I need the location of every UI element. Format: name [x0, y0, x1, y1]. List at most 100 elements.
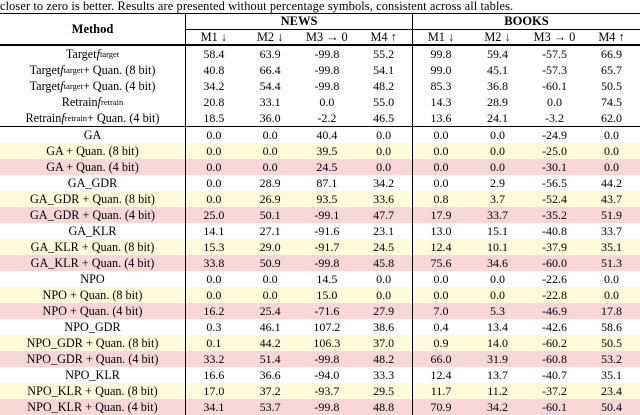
news-metric-value: 27.1 — [259, 224, 281, 238]
news-metric-value: 33.3 — [373, 368, 395, 382]
books-metric-value: 0.0 — [604, 128, 619, 142]
books-metric-value: -22.8 — [542, 288, 567, 302]
news-metric-value: 50.1 — [259, 208, 281, 222]
books-metric-value: 45.1 — [487, 63, 508, 77]
books-metric-value: 0.0 — [604, 288, 619, 302]
news-metric-value: 58.4 — [185, 46, 242, 62]
news-metric-value: 54.1 — [373, 63, 395, 77]
results-table: Method NEWS BOOKS M1 ↓ M2 ↓ M3 → 0 M4 ↑ … — [0, 13, 640, 415]
books-metric-value: -40.8 — [542, 224, 567, 238]
method-name-cell: GA_GDR — [67, 176, 118, 190]
method-name-cell: GA_GDR + Quan. (8 bit) — [29, 192, 155, 206]
method-name-cell: NPO_KLR — [65, 368, 120, 382]
news-metric-value: 0.0 — [185, 287, 242, 303]
books-metric-value: 2.9 — [490, 176, 505, 190]
books-metric-value: -25.0 — [542, 144, 567, 158]
method-name-cell: NPO_GDR + Quan. (8 bit) — [26, 336, 159, 350]
news-metric-value: -2.2 — [317, 111, 337, 125]
books-metric-value: -46.9 — [542, 304, 567, 318]
news-metric-value: 34.2 — [185, 78, 242, 94]
news-metric-value: 48.2 — [373, 79, 395, 93]
books-metric-value: -56.5 — [542, 176, 567, 190]
news-metric-value: 36.0 — [259, 111, 281, 125]
baseline-rows-section: Target f target 58.4 63.9 -99.8 55.2 99.8 59.4 -… — [0, 46, 640, 127]
method-name-cell: GA_GDR + Quan. (4 bit) — [29, 208, 155, 222]
news-metric-value: 24.5 — [373, 240, 395, 254]
books-metric-value: 0.0 — [412, 271, 469, 287]
column-header-news-m1: M1 ↓ — [185, 30, 242, 44]
news-metric-value: 25.0 — [185, 207, 242, 223]
news-metric-value: 33.2 — [185, 351, 242, 367]
news-metric-value: 18.5 — [185, 110, 242, 126]
news-metric-value: 17.0 — [185, 383, 242, 399]
books-metric-value: 50.5 — [601, 79, 622, 93]
news-metric-value: 53.7 — [259, 400, 281, 414]
books-metric-value: 7.0 — [412, 303, 469, 319]
news-metric-value: 14.5 — [316, 272, 338, 286]
column-header-news-m2: M2 ↓ — [256, 29, 284, 44]
books-metric-value: -24.9 — [542, 128, 567, 142]
books-metric-value: -60.8 — [542, 352, 567, 366]
news-metric-value: -99.8 — [314, 47, 340, 61]
books-metric-value: 5.3 — [490, 304, 505, 318]
news-metric-value: 0.1 — [185, 335, 242, 351]
news-metric-value: 29.0 — [259, 240, 281, 254]
table-row: Target f target 58.4 63.9 -99.8 55.2 99.8 59.4 -… — [0, 46, 640, 62]
books-metric-value: 0.4 — [412, 319, 469, 335]
books-metric-value: 14.3 — [412, 94, 469, 110]
books-metric-value: 44.2 — [601, 176, 622, 190]
books-metric-value: -35.2 — [542, 208, 567, 222]
news-metric-value: 40.8 — [185, 62, 242, 78]
books-metric-value: 35.1 — [601, 240, 622, 254]
books-metric-value: 17.8 — [601, 304, 622, 318]
method-name-cell: GA + Quan. (4 bit) — [46, 160, 139, 174]
method-name-cell: GA + Quan. (8 bit) — [46, 144, 139, 158]
method-name-cell: NPO_GDR — [64, 320, 121, 334]
news-metric-value: 14.1 — [185, 223, 242, 239]
books-metric-value: 3.7 — [490, 192, 505, 206]
table-row: GA_KLR + Quan. (4 bit) 33.8 50.9 -99.8 45.8 7… — [0, 255, 640, 271]
books-metric-value: 34.2 — [487, 400, 508, 414]
table-header: Method NEWS BOOKS M1 ↓ M2 ↓ M3 → 0 M4 ↑ … — [0, 14, 640, 46]
books-metric-value: 51.3 — [601, 256, 622, 270]
books-metric-value: -3.2 — [545, 111, 564, 125]
books-metric-value: -57.5 — [542, 47, 567, 61]
books-metric-value: 62.0 — [601, 111, 622, 125]
news-metric-value: -99.8 — [314, 256, 340, 270]
news-metric-value: 15.3 — [185, 239, 242, 255]
column-header-news-m4: M4 ↑ — [370, 29, 397, 44]
news-metric-value: 28.9 — [259, 176, 281, 190]
books-metric-value: -57.3 — [542, 63, 567, 77]
news-metric-value: 44.2 — [259, 336, 281, 350]
books-metric-value: 0.0 — [412, 159, 469, 175]
news-metric-value: 0.0 — [185, 159, 242, 175]
books-metric-value: 13.0 — [412, 223, 469, 239]
books-metric-value: 66.9 — [601, 47, 622, 61]
table-row: GA_GDR + Quan. (4 bit) 25.0 50.1 -99.1 47.7 1… — [0, 207, 640, 223]
table-row: NPO_GDR + Quan. (4 bit) 33.2 51.4 -99.8 48.2… — [0, 351, 640, 367]
news-metric-value: 106.3 — [313, 336, 341, 350]
news-metric-value: 0.0 — [376, 128, 392, 142]
news-metric-value: 39.5 — [316, 144, 338, 158]
method-name-cell: Target f target + Quan. (8 bit) — [29, 63, 156, 77]
unlearning-rows-section: GA 0.0 0.0 40.4 0.0 0.0 0.0 -24.9 0.0 GA + Quan. … — [0, 127, 640, 415]
table-row: Target f target + Quan. (8 bit) 40.8 66.4 -9… — [0, 62, 640, 78]
books-metric-value: 33.7 — [601, 224, 622, 238]
books-metric-value: 11.7 — [412, 383, 469, 399]
table-caption-text: closer to zero is better. Results are pr… — [0, 0, 514, 13]
news-metric-value: -99.1 — [314, 208, 340, 222]
news-metric-value: -99.8 — [314, 400, 340, 414]
news-metric-value: 27.9 — [373, 304, 395, 318]
news-metric-value: 0.0 — [376, 144, 392, 158]
news-metric-value: 48.8 — [373, 400, 395, 414]
news-metric-value: 46.5 — [373, 111, 395, 125]
news-metric-value: 0.0 — [185, 191, 242, 207]
news-metric-value: 33.6 — [373, 192, 395, 206]
books-metric-value: -37.2 — [542, 384, 567, 398]
news-metric-value: 0.0 — [376, 288, 392, 302]
table-row: NPO_KLR 16.6 36.6 -94.0 33.3 12.4 13.7 -40.7 35.… — [0, 367, 640, 383]
news-metric-value: 25.4 — [259, 304, 281, 318]
method-name-cell: Target f target + Quan. (4 bit) — [29, 79, 156, 93]
method-name-cell: GA — [83, 128, 102, 142]
books-metric-value: -40.7 — [542, 368, 567, 382]
